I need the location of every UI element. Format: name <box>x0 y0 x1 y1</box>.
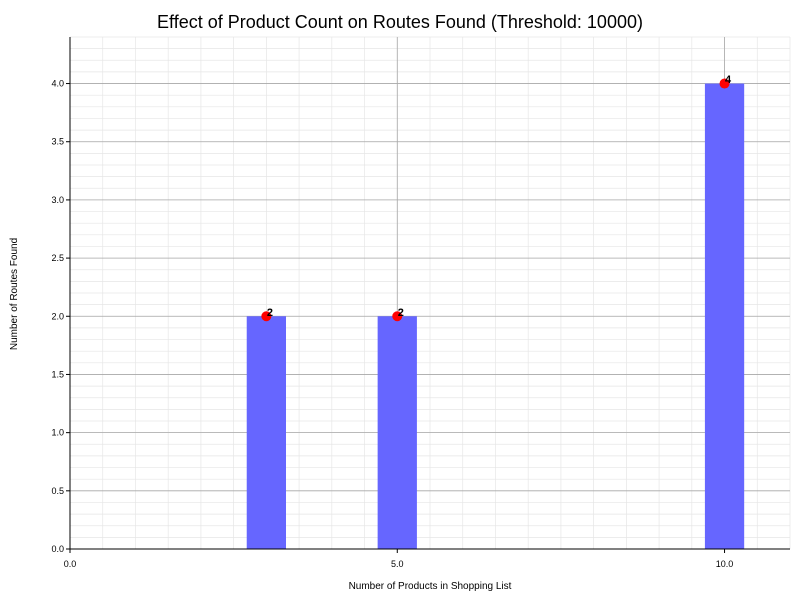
marker-series <box>261 78 730 322</box>
data-label: 4 <box>725 74 732 86</box>
data-label: 2 <box>267 307 273 319</box>
data-point-marker <box>719 78 730 89</box>
bar <box>704 83 745 549</box>
x-axis-label: Number of Products in Shopping List <box>349 581 512 592</box>
x-tick-label: 10.0 <box>716 559 734 569</box>
y-tick-label: 1.5 <box>51 369 64 379</box>
data-point-marker <box>261 311 272 322</box>
bar <box>246 316 286 549</box>
bar-series <box>246 83 745 549</box>
x-axis-ticks: 0.0 5.0 10.0 <box>64 549 734 569</box>
y-tick-label: 1.0 <box>51 428 64 438</box>
chart-title: Effect of Product Count on Routes Found … <box>157 12 643 32</box>
x-tick-label: 0.0 <box>64 559 77 569</box>
data-point-marker <box>392 311 403 322</box>
y-tick-label: 4.0 <box>51 79 64 89</box>
data-label: 2 <box>398 307 404 319</box>
data-labels: 2 2 4 <box>267 74 732 319</box>
minor-gridlines <box>69 36 791 550</box>
bar <box>377 316 417 549</box>
y-tick-label: 3.5 <box>51 137 64 147</box>
y-axis-ticks: 0.0 0.5 1.0 1.5 2.0 2.5 3.0 3.5 4.0 <box>51 79 70 554</box>
x-tick-label: 5.0 <box>391 559 404 569</box>
y-axis-label: Number of Routes Found <box>9 238 20 350</box>
y-tick-label: 2.5 <box>51 253 64 263</box>
y-tick-label: 0.0 <box>51 544 64 554</box>
y-tick-label: 3.0 <box>51 195 64 205</box>
y-tick-label: 2.0 <box>51 311 64 321</box>
y-tick-label: 0.5 <box>51 486 64 496</box>
axes <box>69 37 790 550</box>
